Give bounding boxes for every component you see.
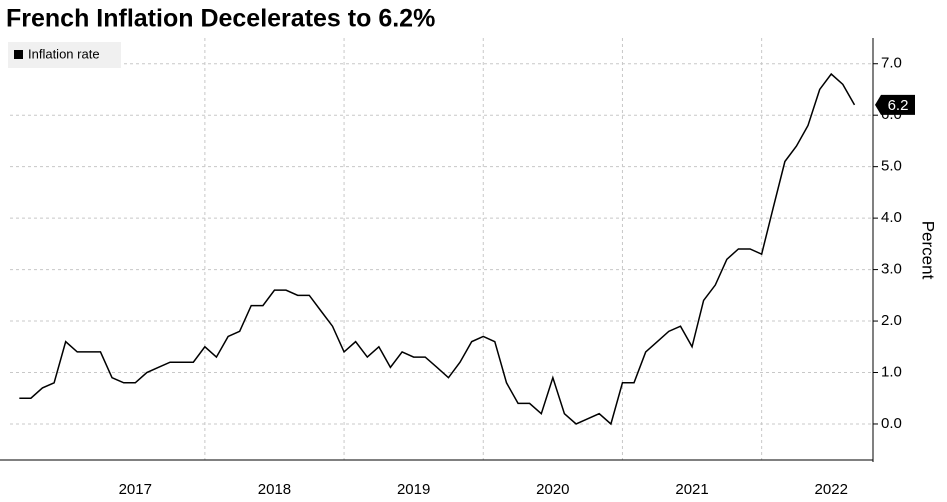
legend-label: Inflation rate (28, 46, 100, 61)
y-tick-label: 1.0 (881, 363, 902, 380)
x-tick-label: 2018 (258, 481, 291, 498)
x-tick-label: 2017 (119, 481, 152, 498)
legend-swatch (14, 50, 23, 59)
legend-box (8, 42, 121, 68)
y-tick-label: 3.0 (881, 261, 902, 278)
y-tick-label: 2.0 (881, 312, 902, 329)
y-tick-label: 7.0 (881, 55, 902, 72)
y-tick-label: 0.0 (881, 415, 902, 432)
x-tick-label: 2019 (397, 481, 430, 498)
y-tick-label: 5.0 (881, 158, 902, 175)
x-tick-label: 2021 (675, 481, 708, 498)
last-value-label: 6.2 (888, 97, 909, 114)
chart-title: French Inflation Decelerates to 6.2% (6, 5, 435, 33)
y-axis-title: Percent (919, 221, 938, 280)
line-series (19, 72, 856, 426)
legend: Inflation rate (8, 42, 121, 68)
x-tick-label: 2020 (536, 481, 569, 498)
last-value-tag (875, 94, 915, 115)
x-tick-label: 2022 (815, 481, 848, 498)
y-tick-label: 4.0 (881, 209, 902, 226)
